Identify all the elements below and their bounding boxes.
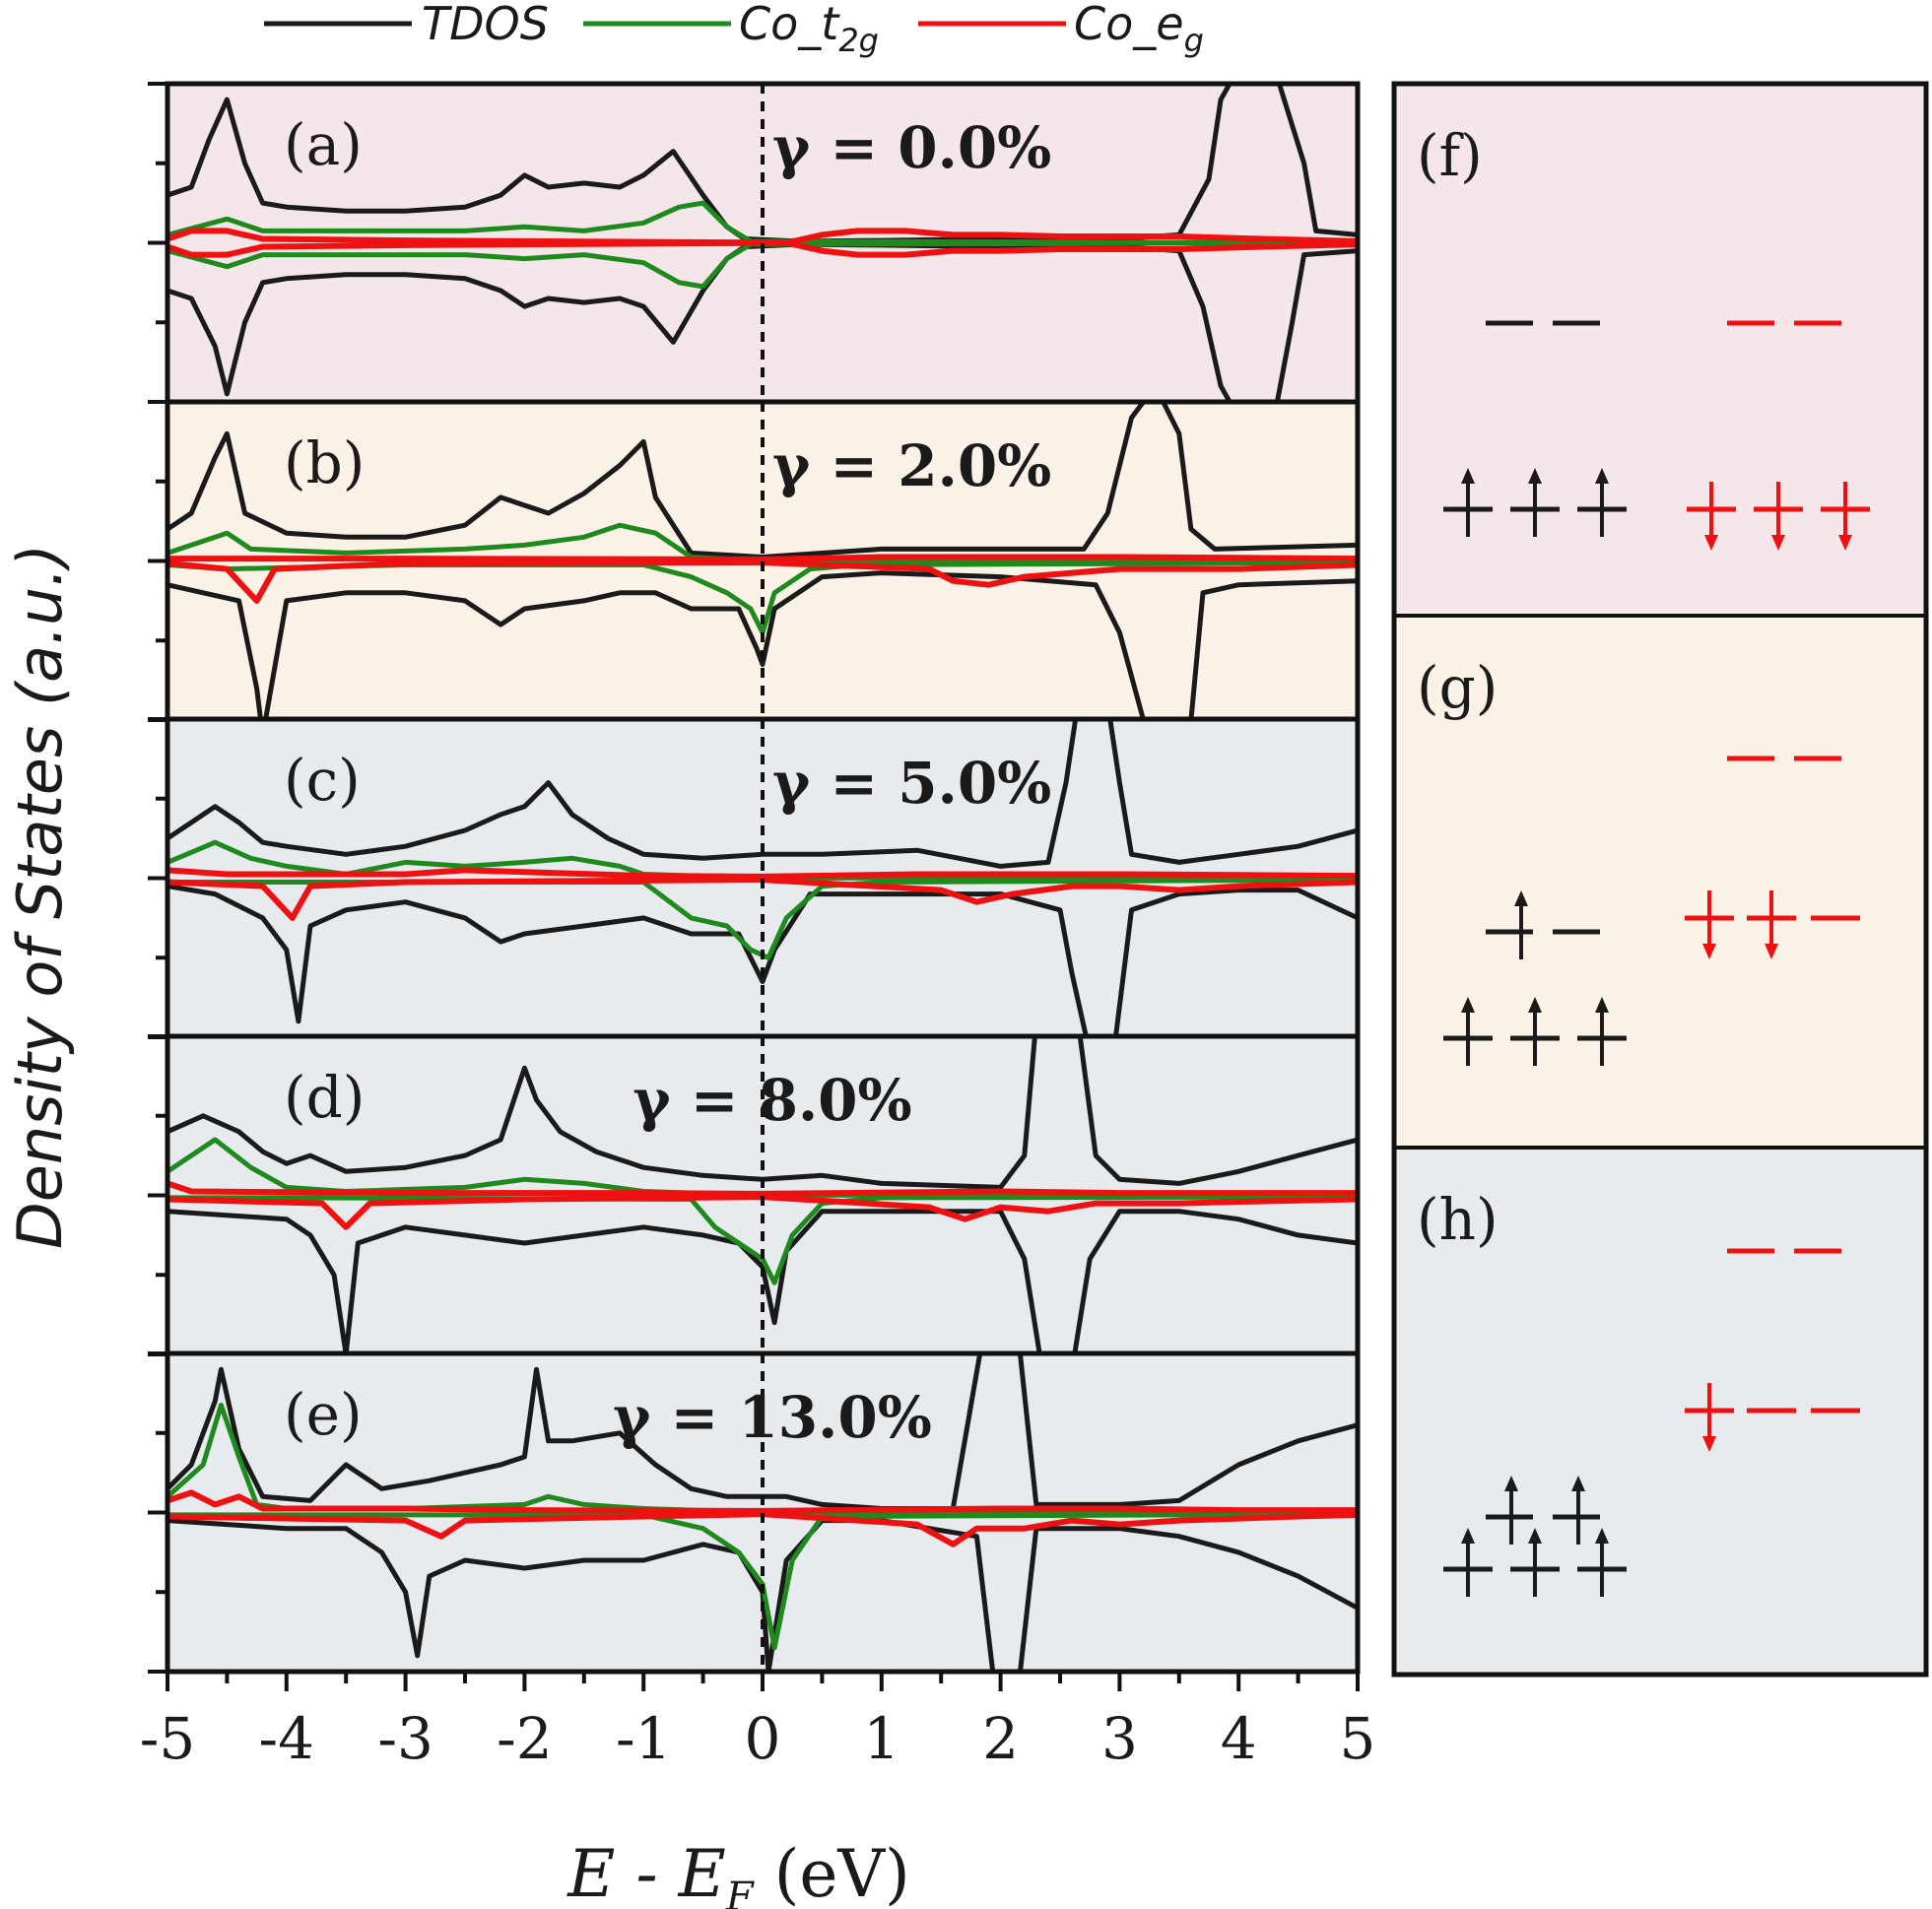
curves xyxy=(167,84,1358,402)
spin-down-arrow-icon xyxy=(1702,944,1716,959)
level-diagrams: (f) (g) (h) xyxy=(1391,81,1929,1678)
eg-up-curve xyxy=(167,867,1358,880)
x-tick-label: -4 xyxy=(259,1705,315,1772)
panel-label: (e) xyxy=(284,1381,363,1448)
curves xyxy=(167,1036,1358,1354)
tdos-down-curve xyxy=(167,241,1358,402)
spin-up-arrow-icon xyxy=(1595,468,1609,484)
gamma-label: γ = 2.0% xyxy=(772,432,1051,499)
panel-label: (a) xyxy=(284,111,363,178)
x-tick-label: -3 xyxy=(377,1705,433,1772)
spin-up-arrow-icon xyxy=(1504,1476,1518,1491)
x-tick-label: 5 xyxy=(1340,1705,1376,1772)
gamma-label: γ = 13.0% xyxy=(613,1384,932,1451)
legend-tdos-label: TDOS xyxy=(422,0,549,50)
legend-t2g-base: Co_t xyxy=(739,0,840,50)
eg-up-curve xyxy=(167,228,1358,246)
spin-up-arrow-icon xyxy=(1595,1528,1609,1544)
spin-up-arrow-icon xyxy=(1461,1528,1475,1544)
t2g-up-curve xyxy=(167,200,1358,245)
spin-up-arrow-icon xyxy=(1528,1528,1542,1544)
legend-eg-label: Co_eg xyxy=(1074,0,1204,59)
tdos-down-curve xyxy=(167,570,1358,720)
dos-panel-d: (d) γ = 8.0% xyxy=(148,1033,1361,1357)
spin-down-arrow-icon xyxy=(1704,535,1718,551)
x-axis-title-sub: F xyxy=(725,1875,755,1909)
tdos-up-curve xyxy=(167,1353,1358,1511)
panel-label: (d) xyxy=(284,1064,365,1131)
spin-up-arrow-icon xyxy=(1461,468,1475,484)
legend-eg-base: Co_e xyxy=(1074,0,1184,50)
x-tick-labels: -5 -4 -3 -2 -1 0 1 2 3 4 5 xyxy=(140,1672,1376,1772)
x-tick-label: 2 xyxy=(982,1705,1019,1772)
orbital-levels xyxy=(1443,320,1870,1597)
eg-down-curve xyxy=(167,560,1358,604)
x-axis-title-main: E - E xyxy=(566,1836,726,1909)
y-axis-title: Density of States (a.u.) xyxy=(4,544,76,1249)
spin-up-arrow-icon xyxy=(1461,997,1475,1013)
dos-panels: (a) γ = 0.0% (b) γ = 2.0% (c) γ = 5.0% (d) γ = … xyxy=(148,81,1361,1675)
spin-up-arrow-icon xyxy=(1595,997,1609,1013)
eg-up-curve xyxy=(167,1180,1358,1197)
eg-down-curve xyxy=(167,1194,1358,1230)
gamma-label: γ = 8.0% xyxy=(633,1067,911,1134)
panel-h-label: (h) xyxy=(1417,1186,1499,1253)
level-diagrams-frame xyxy=(1391,81,1929,1678)
x-tick-label: 4 xyxy=(1221,1705,1257,1772)
spin-down-arrow-icon xyxy=(1702,1436,1716,1452)
curves xyxy=(167,719,1358,1037)
gamma-label: γ = 0.0% xyxy=(772,114,1051,181)
x-tick-label: -2 xyxy=(497,1705,553,1772)
legend-t2g-label: Co_t2g xyxy=(739,0,879,59)
dos-panel-b: (b) γ = 2.0% xyxy=(148,399,1361,723)
panel-g-background xyxy=(1394,616,1926,1148)
x-tick-label: 0 xyxy=(745,1705,781,1772)
spin-up-arrow-icon xyxy=(1528,997,1542,1013)
spin-down-arrow-icon xyxy=(1765,944,1778,959)
curves xyxy=(167,402,1358,720)
tdos-up-curve xyxy=(167,402,1358,560)
dos-panel-c: (c) γ = 5.0% xyxy=(148,716,1361,1040)
spin-up-arrow-icon xyxy=(1514,890,1528,906)
panel-label: (c) xyxy=(284,747,361,814)
x-tick-label: -1 xyxy=(616,1705,672,1772)
panel-f-label: (f) xyxy=(1417,122,1483,189)
eg-down-curve xyxy=(167,239,1358,258)
x-axis-title: E - EF (eV) xyxy=(566,1836,910,1909)
tdos-down-curve xyxy=(167,884,1358,1037)
eg-down-curve xyxy=(167,1511,1358,1547)
spin-up-arrow-icon xyxy=(1528,468,1542,484)
legend-t2g-sub: 2g xyxy=(838,22,879,59)
eg-up-curve xyxy=(167,554,1358,562)
x-tick-label: 1 xyxy=(863,1705,899,1772)
spin-down-arrow-icon xyxy=(1771,535,1785,551)
panel-g-label: (g) xyxy=(1417,654,1498,721)
legend: TDOS Co_t2g Co_eg xyxy=(264,0,1204,59)
spin-down-arrow-icon xyxy=(1838,535,1852,551)
tdos-up-curve xyxy=(167,719,1358,869)
x-axis-title-unit: (eV) xyxy=(754,1836,910,1909)
panel-label: (b) xyxy=(284,429,365,496)
t2g-down-curve xyxy=(167,240,1358,290)
eg-up-curve xyxy=(167,1489,1358,1514)
gamma-label: γ = 5.0% xyxy=(772,750,1051,817)
spin-up-arrow-icon xyxy=(1571,1476,1585,1491)
eg-down-curve xyxy=(167,877,1358,921)
x-tick-label: 3 xyxy=(1101,1705,1138,1772)
panel-f-background xyxy=(1394,84,1926,616)
tdos-up-curve xyxy=(167,1036,1358,1190)
legend-eg-sub: g xyxy=(1184,22,1204,59)
tdos-up-curve xyxy=(167,84,1358,244)
dos-panel-a: (a) γ = 0.0% xyxy=(148,81,1361,405)
dos-panel-e: (e) γ = 13.0% xyxy=(148,1350,1361,1675)
x-tick-label: -5 xyxy=(140,1705,196,1772)
